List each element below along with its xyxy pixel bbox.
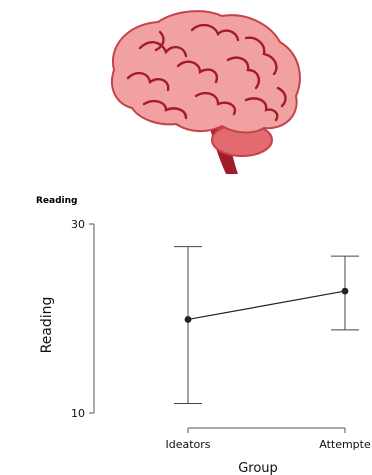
y-tick-label-30: 30 <box>71 218 85 231</box>
y-tick-label-10: 10 <box>71 407 85 420</box>
x-axis-label: Group <box>238 461 278 475</box>
x-axis: Ideators Attempte <box>165 427 371 451</box>
chart-marks <box>174 246 359 405</box>
brain-icon <box>111 10 301 174</box>
y-axis: 10 30 <box>71 218 95 420</box>
line-chart: 10 30 Ideators Attempte Reading Group <box>39 218 371 475</box>
brain-folds <box>126 23 287 122</box>
x-tick-label-attempte: Attempte <box>319 438 371 451</box>
data-point-0 <box>184 316 192 323</box>
data-point-1 <box>341 287 349 295</box>
y-axis-label: Reading <box>39 297 55 354</box>
x-tick-label-ideators: Ideators <box>165 438 210 451</box>
cerebrum <box>111 10 301 134</box>
chart-title: Reading <box>36 196 78 206</box>
series-line <box>187 290 346 321</box>
